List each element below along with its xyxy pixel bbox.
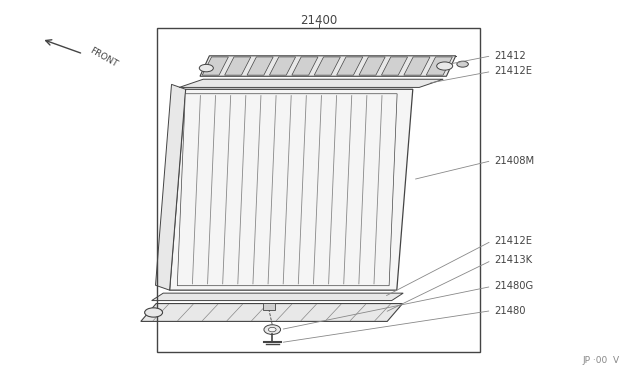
Bar [157, 28, 480, 352]
Text: 21480G: 21480G [495, 282, 534, 291]
Polygon shape [314, 57, 340, 75]
Ellipse shape [145, 308, 163, 317]
Text: 21413K: 21413K [495, 256, 533, 265]
Text: JP ·00  V: JP ·00 V [582, 356, 620, 365]
Polygon shape [292, 57, 318, 75]
Circle shape [264, 325, 280, 334]
Polygon shape [381, 57, 408, 75]
Circle shape [268, 327, 276, 332]
Text: 21400: 21400 [300, 14, 337, 27]
Text: 21480: 21480 [495, 306, 526, 315]
Polygon shape [247, 57, 273, 75]
Polygon shape [156, 84, 186, 290]
Polygon shape [179, 79, 443, 87]
Polygon shape [359, 57, 385, 75]
Text: FRONT: FRONT [88, 46, 119, 69]
Ellipse shape [199, 64, 213, 72]
Polygon shape [225, 57, 251, 75]
Polygon shape [404, 57, 430, 75]
Polygon shape [426, 57, 452, 75]
Polygon shape [262, 303, 275, 310]
Ellipse shape [436, 62, 452, 70]
Ellipse shape [457, 61, 468, 67]
Text: 21412E: 21412E [495, 67, 532, 76]
Polygon shape [141, 304, 403, 321]
Text: 21408M: 21408M [495, 156, 535, 166]
Polygon shape [152, 293, 403, 301]
Polygon shape [202, 57, 228, 75]
Polygon shape [177, 94, 397, 286]
Polygon shape [269, 57, 296, 75]
Polygon shape [170, 89, 413, 290]
Text: 21412E: 21412E [495, 236, 532, 246]
Text: 21412: 21412 [495, 51, 527, 61]
Polygon shape [200, 56, 456, 76]
Polygon shape [337, 57, 363, 75]
